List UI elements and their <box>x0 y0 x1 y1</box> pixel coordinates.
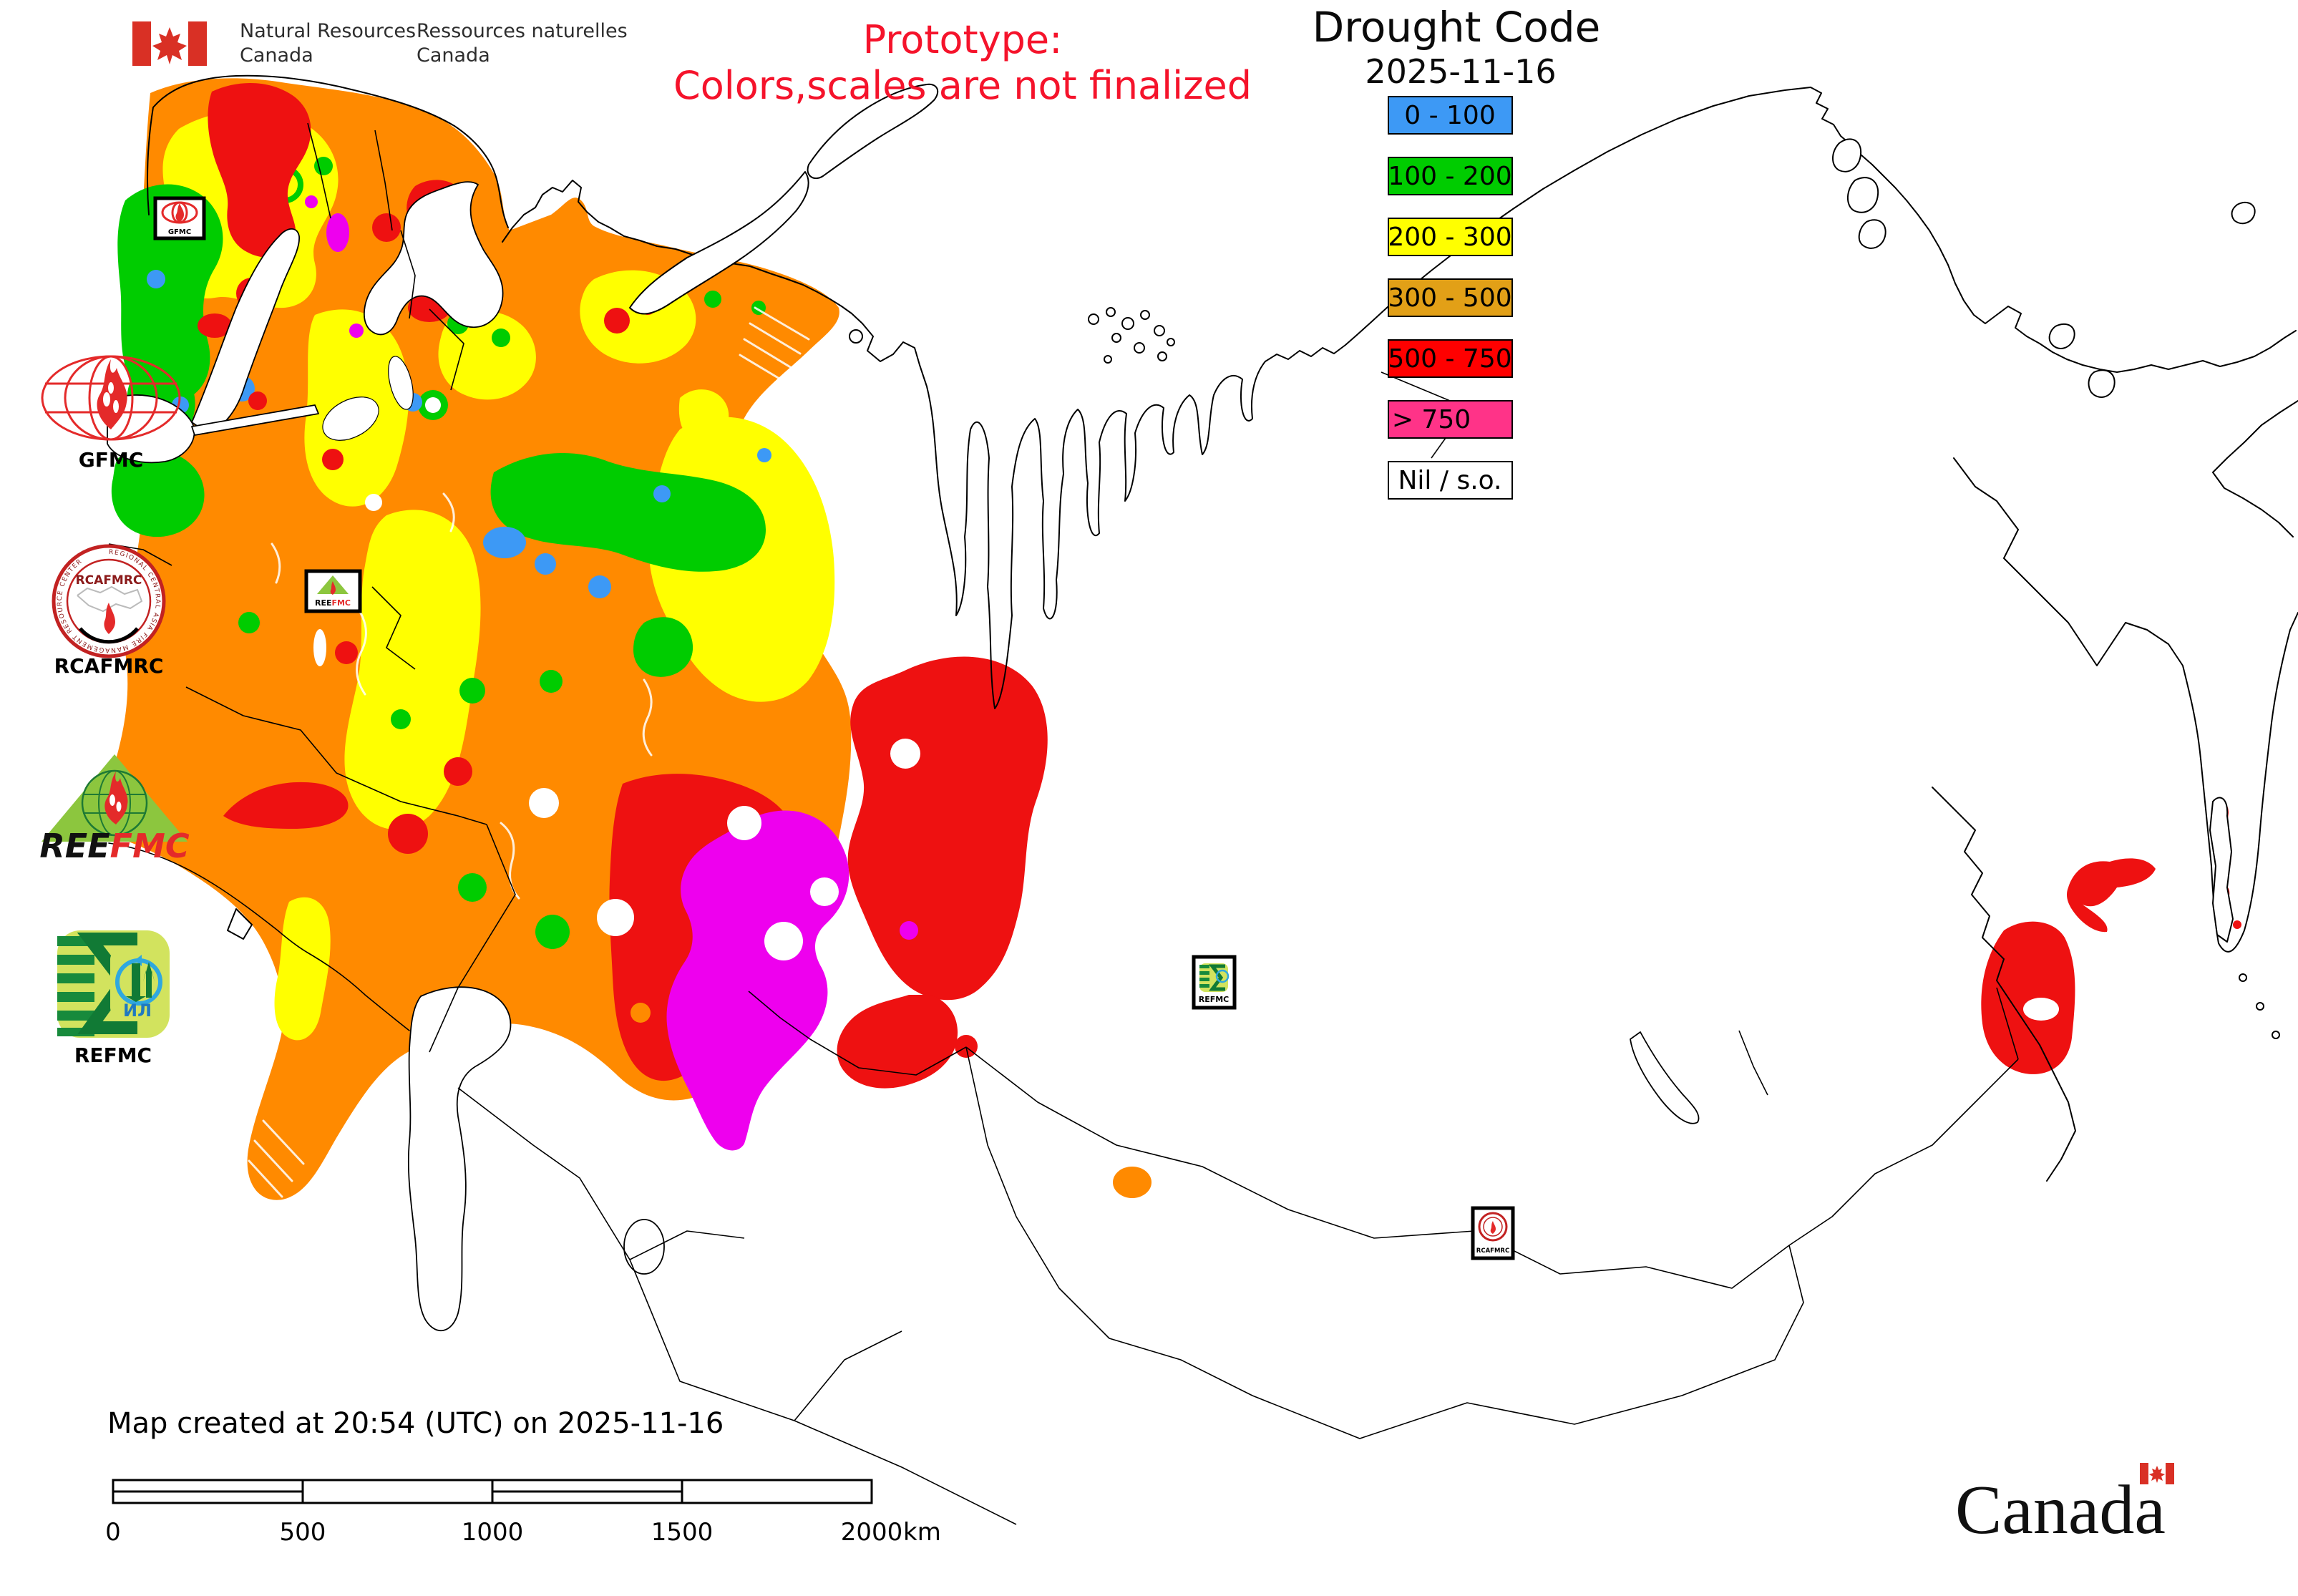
prototype-line2: Colors,scales are not finalized <box>673 63 1252 108</box>
scale-bar: 0 500 1000 1500 2000 km <box>105 1479 941 1547</box>
coastlines <box>107 74 2298 1525</box>
legend-swatch-200-300 <box>1388 218 1513 256</box>
legend-swatch-nil <box>1388 461 1513 500</box>
logo-gfmc-caption: GFMC <box>79 448 144 472</box>
logo-refmc-caption: REFMC <box>74 1043 152 1067</box>
svg-text:REEFMC: REEFMC <box>315 598 351 608</box>
map-marker-gfmc-label: GFMC <box>168 228 191 236</box>
far-east-nil-hole <box>2023 998 2059 1021</box>
canada-wordmark-text: Canada <box>1955 1471 2166 1549</box>
svg-text:Natural Resources: Natural Resources <box>240 20 416 42</box>
scale-tick-1000: 1000 <box>462 1518 524 1547</box>
map-marker-reefmc-label-red: FMC <box>331 598 351 608</box>
agency-en-line2: Canada <box>240 44 313 67</box>
agency-fr-line1: Ressources naturelles <box>417 20 628 42</box>
legend-label-gt750: > 750 <box>1392 405 1471 434</box>
map-marker-reefmc-label-black: REE <box>315 598 332 608</box>
logo-gfmc: GFMC <box>41 355 181 472</box>
map-marker-rcafmrc: RCAFMRC <box>1471 1206 1515 1260</box>
logo-rcafmrc: REGIONAL CENTRAL ASIA FIRE MANAGEMENT RE… <box>52 544 166 678</box>
prototype-warning: Prototype: Colors,scales are not finaliz… <box>673 17 1252 108</box>
svg-text:Ressources naturelles: Ressources naturelles <box>417 20 628 42</box>
map-marker-rcafmrc-label: RCAFMRC <box>1476 1247 1509 1255</box>
agency-fr-line2: Canada <box>417 44 490 67</box>
legend-swatch-0-100 <box>1388 96 1513 135</box>
nrcan-signature: Natural Resources Canada Ressources natu… <box>132 20 628 67</box>
agency-en-line1: Natural Resources <box>240 20 416 42</box>
scale-tick-1500: 1500 <box>651 1518 714 1547</box>
country-borders <box>108 122 2019 1525</box>
map-marker-gfmc: GFMC <box>153 196 206 240</box>
legend-label-300-500: 300 - 500 <box>1388 283 1511 313</box>
river-speckles <box>248 306 810 1198</box>
prototype-line1: Prototype: <box>863 17 1063 62</box>
far-east-red-region <box>1981 802 2241 1074</box>
legend-label-0-100: 0 - 100 <box>1404 101 1496 130</box>
legend-swatch-100-200 <box>1388 157 1513 195</box>
map-marker-refmc-label: REFMC <box>1199 995 1230 1004</box>
legend-swatch-300-500 <box>1388 278 1513 317</box>
logo-reefmc-word-black: REE <box>39 827 109 865</box>
legend-label-nil: Nil / s.o. <box>1398 466 1502 495</box>
red-spots <box>198 83 656 854</box>
canada-flag-icon <box>132 21 207 66</box>
canada-wordmark: Canada <box>1955 1463 2174 1549</box>
scale-unit: km <box>903 1518 941 1547</box>
legend-label-200-300: 200 - 300 <box>1388 223 1511 252</box>
logo-refmc: ИЛ REFMC <box>57 930 170 1067</box>
logo-refmc-inner-text: ИЛ <box>123 1001 152 1021</box>
logo-reefmc-word-red: FMC <box>110 827 190 865</box>
franz-josef-islands <box>1088 307 1175 364</box>
logo-rcafmrc-wordmark: RCAFMRC <box>76 573 142 588</box>
logo-reefmc: REEFMC <box>39 754 190 865</box>
canada-wordmark-flag-icon <box>2140 1463 2174 1484</box>
svg-text:Canada: Canada <box>417 44 490 67</box>
map-marker-reefmc: REEFMC <box>304 569 362 613</box>
map-marker-refmc: REFMC <box>1192 955 1237 1010</box>
map-created-text: Map created at 20:54 (UTC) on 2025-11-16 <box>107 1407 724 1440</box>
scale-tick-2000: 2000 <box>841 1518 903 1547</box>
legend: Drought Code 2025-11-16 0 - 100 100 - 20… <box>1313 3 1601 500</box>
svg-text:REEFMC: REEFMC <box>39 827 189 865</box>
svg-text:Canada: Canada <box>240 44 313 67</box>
scale-tick-500: 500 <box>280 1518 326 1547</box>
green-regions <box>111 125 766 949</box>
legend-label-100-200: 100 - 200 <box>1388 162 1511 191</box>
legend-date: 2025-11-16 <box>1365 52 1556 91</box>
legend-label-500-750: 500 - 750 <box>1388 344 1511 374</box>
legend-swatch-500-750 <box>1388 339 1513 378</box>
legend-swatch-gt750 <box>1388 400 1513 439</box>
nil-holes <box>313 397 1152 1198</box>
scale-tick-0: 0 <box>105 1518 121 1547</box>
logo-rcafmrc-caption: RCAFMRC <box>54 654 164 678</box>
legend-title: Drought Code <box>1313 3 1601 52</box>
